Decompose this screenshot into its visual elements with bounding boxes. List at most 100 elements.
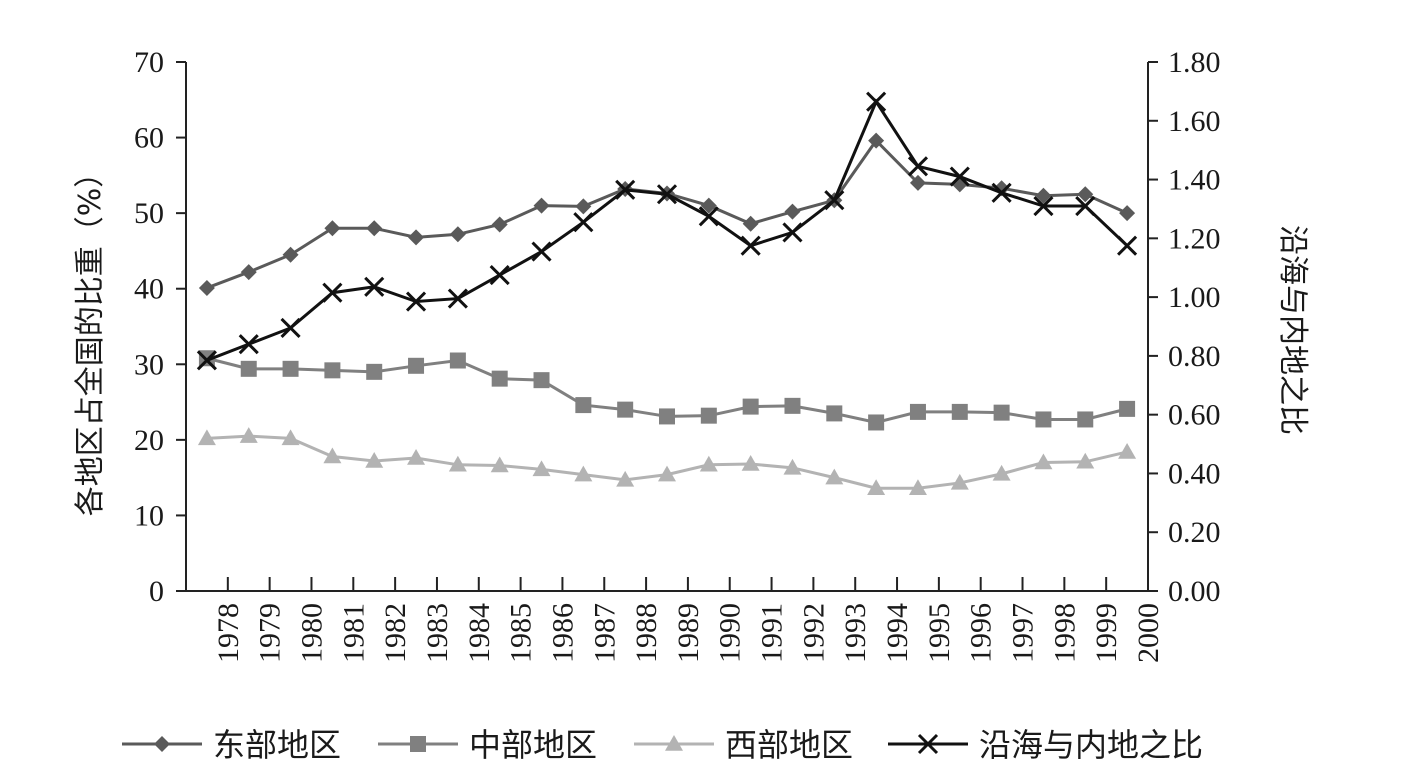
- data-point-x: [782, 222, 803, 243]
- right-tick-label: 1.80: [1168, 46, 1221, 79]
- x-tick-label: 1995: [923, 603, 956, 663]
- data-point-x: [824, 190, 845, 211]
- x-tick-label: 1996: [965, 603, 998, 663]
- data-point-triangle: [783, 458, 802, 475]
- data-point-diamond: [909, 174, 926, 191]
- left-tick-label: 20: [134, 424, 164, 457]
- series-layer: [196, 91, 1138, 495]
- data-point-x: [573, 212, 594, 233]
- data-point-diamond: [198, 279, 215, 296]
- data-point-diamond: [784, 203, 801, 220]
- series-triangle: [197, 427, 1137, 495]
- data-point-triangle: [1076, 452, 1095, 469]
- data-point-diamond: [1077, 186, 1094, 203]
- x-tick-label: 1982: [379, 603, 412, 663]
- data-point-square: [951, 403, 968, 420]
- data-point-x: [280, 317, 301, 339]
- data-point-diamond: [575, 198, 592, 215]
- x-tick-label: 1992: [797, 603, 830, 663]
- data-point-x: [196, 350, 217, 371]
- data-point-x: [991, 182, 1012, 203]
- data-point-x: [656, 184, 678, 205]
- series-line: [206, 138, 1128, 290]
- data-point-x: [615, 179, 636, 200]
- data-point-diamond: [324, 220, 341, 237]
- data-point-triangle: [407, 448, 426, 465]
- series-diamond: [198, 132, 1136, 296]
- data-point-square: [909, 403, 926, 420]
- right-tick-label: 1.60: [1168, 105, 1221, 138]
- data-point-diamond: [408, 229, 425, 246]
- data-point-triangle: [658, 465, 676, 482]
- data-point-square: [240, 360, 257, 377]
- data-point-triangle: [992, 464, 1011, 481]
- left-tick-label: 50: [134, 197, 164, 230]
- legend-label: 中部地区: [469, 726, 597, 764]
- data-point-square: [324, 362, 341, 379]
- data-point-square: [449, 352, 466, 369]
- data-point-triangle: [908, 479, 927, 495]
- data-point-diamond: [240, 264, 257, 281]
- legend-item: 沿海与内地之比: [888, 726, 1203, 764]
- x-tick-label: 1983: [421, 603, 454, 663]
- data-point-square: [659, 408, 675, 425]
- data-point-square: [1077, 411, 1094, 428]
- x-tick-label: 1991: [756, 603, 789, 663]
- data-point-x: [322, 282, 343, 303]
- data-point-square: [575, 397, 592, 414]
- data-point-square: [410, 736, 426, 752]
- x-tick-label: 1997: [1007, 603, 1040, 663]
- x-tick-label: 1986: [546, 603, 579, 663]
- data-point-triangle: [867, 479, 886, 495]
- data-point-triangle: [532, 460, 551, 477]
- data-point-diamond: [449, 226, 466, 243]
- data-point-x: [1075, 195, 1096, 217]
- data-point-x: [866, 91, 887, 112]
- data-point-x: [1033, 195, 1054, 217]
- left-tick-label: 70: [134, 46, 164, 79]
- right-tick-label: 1.20: [1168, 222, 1221, 255]
- data-point-x: [364, 276, 385, 297]
- legend-item: 西部地区: [634, 726, 853, 764]
- data-point-x: [949, 166, 970, 187]
- data-point-triangle: [490, 456, 509, 473]
- series-line: [206, 98, 1129, 362]
- data-point-triangle: [616, 470, 635, 487]
- data-point-square: [826, 405, 843, 422]
- data-point-diamond: [154, 736, 170, 752]
- data-point-square: [366, 363, 383, 380]
- x-tick-label: 1984: [463, 603, 496, 663]
- data-point-triangle: [365, 452, 384, 468]
- x-tick-label: 1979: [254, 603, 287, 663]
- x-tick-label: 1999: [1090, 603, 1123, 663]
- data-point-square: [1035, 411, 1052, 428]
- legend-label: 沿海与内地之比: [979, 726, 1203, 764]
- right-tick-label: 0.20: [1168, 516, 1221, 549]
- data-point-x: [489, 265, 510, 286]
- x-tick-label: 1988: [630, 603, 663, 663]
- x-tick-label: 1985: [505, 603, 538, 663]
- legend-label: 西部地区: [725, 726, 853, 764]
- series-square: [198, 350, 1136, 431]
- data-point-diamond: [1119, 205, 1136, 222]
- right-tick-label: 0.40: [1168, 457, 1221, 490]
- data-point-square: [784, 397, 801, 414]
- x-tick-label: 1998: [1048, 603, 1081, 663]
- legend-label: 东部地区: [213, 726, 341, 764]
- right-tick-label: 0.00: [1168, 575, 1221, 608]
- left-tick-label: 30: [134, 348, 164, 381]
- data-point-square: [742, 398, 759, 415]
- data-point-x: [740, 235, 761, 256]
- x-tick-label: 1990: [714, 603, 747, 663]
- data-point-diamond: [533, 197, 550, 214]
- x-tick-label: 1978: [212, 603, 245, 663]
- data-point-triangle: [197, 429, 216, 446]
- data-point-triangle: [1118, 442, 1137, 459]
- x-tick-label: 1993: [839, 603, 872, 663]
- data-point-square: [700, 407, 717, 424]
- data-point-square: [993, 404, 1010, 421]
- data-point-triangle: [448, 455, 467, 472]
- data-point-diamond: [742, 215, 759, 232]
- data-point-diamond: [282, 246, 299, 263]
